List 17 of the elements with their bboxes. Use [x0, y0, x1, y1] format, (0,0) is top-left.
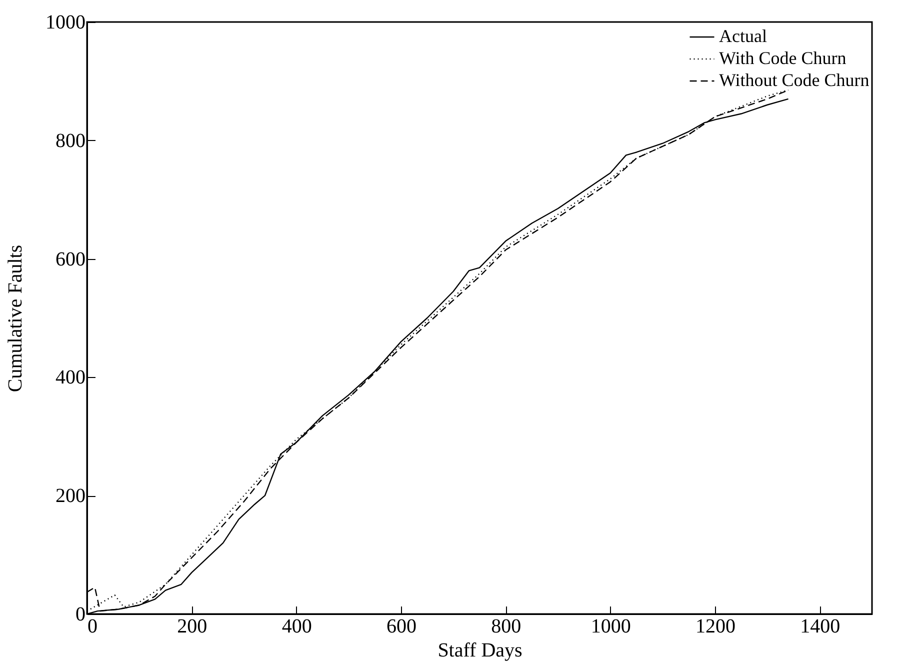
y-tick-label: 1000	[46, 12, 86, 34]
legend-label: Without Code Churn	[719, 70, 870, 90]
y-tick-label: 200	[56, 485, 86, 508]
x-tick-label: 1000	[590, 616, 631, 638]
y-tick-label: 400	[56, 366, 86, 389]
y-axis-title: Cumulative Faults	[4, 244, 26, 392]
x-tick-label: 1200	[696, 616, 736, 638]
x-tick-label: 600	[386, 616, 416, 638]
y-tick-label: 800	[56, 130, 86, 152]
legend-label: Actual	[719, 26, 767, 46]
legend-label: With Code Churn	[719, 48, 846, 68]
x-tick-label: 200	[177, 616, 208, 638]
x-axis-title: Staff Days	[438, 640, 523, 662]
y-tick-label: 600	[56, 248, 86, 270]
x-tick-label: 1400	[800, 616, 840, 638]
x-tick-label: 800	[491, 616, 522, 638]
x-tick-label: 400	[282, 616, 312, 638]
